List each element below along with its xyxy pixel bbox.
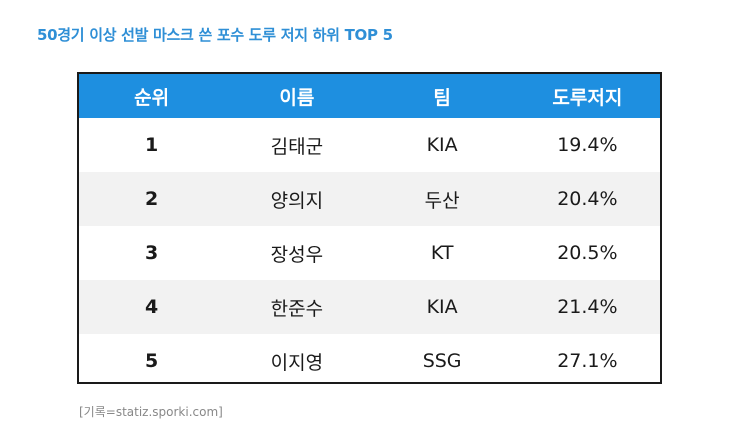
rank-cell: 3 [145, 242, 159, 264]
name-cell: 양의지 [270, 189, 324, 212]
table-row: 1 김태군 KIA 19.4% [79, 118, 660, 172]
ranking-table: 순위 이름 팀 도루저지 1 김태군 KIA 19.4% 2 양의지 두산 20… [77, 72, 662, 384]
rate-cell: 20.5% [557, 242, 618, 264]
rate-cell: 19.4% [557, 134, 618, 156]
team-cell: KIA [426, 296, 458, 318]
rate-cell: 27.1% [557, 350, 618, 372]
column-header-caught-stealing-rate: 도루저지 [552, 86, 623, 109]
name-cell: 한준수 [270, 297, 324, 320]
table-row: 4 한준수 KIA 21.4% [79, 280, 660, 334]
page-title: 50경기 이상 선발 마스크 쓴 포수 도루 저지 하위 TOP 5 [37, 26, 393, 44]
column-header-rank: 순위 [134, 86, 170, 109]
source-credit: [기록=statiz.sporki.com] [79, 405, 223, 419]
table-header-row: 순위 이름 팀 도루저지 [79, 74, 660, 118]
rank-cell: 1 [145, 134, 159, 156]
team-cell: 두산 [424, 189, 460, 212]
rate-cell: 20.4% [557, 188, 618, 210]
name-cell: 장성우 [270, 243, 324, 266]
team-cell: SSG [422, 350, 462, 372]
table-row: 5 이지영 SSG 27.1% [79, 334, 660, 382]
rate-cell: 21.4% [557, 296, 618, 318]
team-cell: KT [430, 242, 454, 264]
rank-cell: 5 [145, 350, 159, 372]
table-row: 2 양의지 두산 20.4% [79, 172, 660, 226]
table-row: 3 장성우 KT 20.5% [79, 226, 660, 280]
rank-cell: 4 [145, 296, 159, 318]
team-cell: KIA [426, 134, 458, 156]
rank-cell: 2 [145, 188, 159, 210]
column-header-team: 팀 [433, 86, 451, 109]
name-cell: 이지영 [270, 351, 324, 374]
column-header-name: 이름 [279, 86, 315, 109]
name-cell: 김태군 [270, 135, 324, 158]
ranking-table-grid: 순위 이름 팀 도루저지 1 김태군 KIA 19.4% 2 양의지 두산 20… [79, 74, 660, 382]
